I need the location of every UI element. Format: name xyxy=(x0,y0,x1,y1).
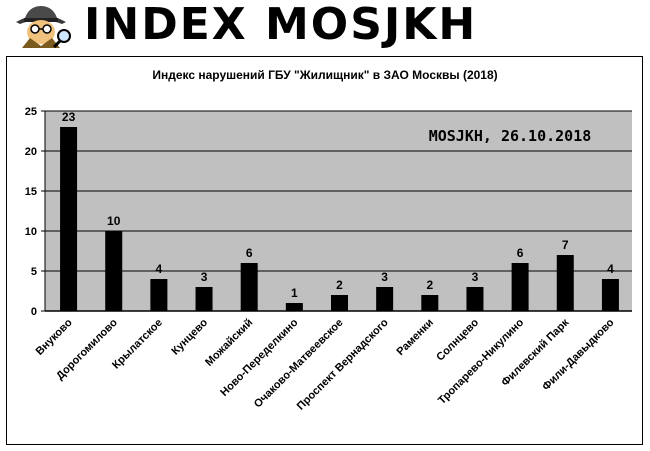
y-tick-label: 15 xyxy=(25,186,37,198)
chart-watermark: MOSJKH, 26.10.2018 xyxy=(429,127,592,145)
data-label: 3 xyxy=(201,270,208,284)
data-label: 1 xyxy=(291,286,298,300)
bar xyxy=(466,287,484,311)
data-label: 2 xyxy=(426,278,433,292)
bar xyxy=(376,287,394,311)
x-tick-label: Тропарево-Никулино xyxy=(436,316,526,406)
bar xyxy=(150,279,168,311)
x-tick-label: Кунцево xyxy=(169,316,210,357)
data-label: 6 xyxy=(246,246,253,260)
data-label: 10 xyxy=(107,214,121,228)
bar xyxy=(331,295,348,311)
data-label: 4 xyxy=(156,262,163,276)
bar xyxy=(240,263,258,311)
data-label: 4 xyxy=(607,262,614,276)
brand-title: INDEX MOSJKH xyxy=(84,0,478,50)
y-tick-label: 0 xyxy=(31,306,37,318)
x-tick-label: Раменки xyxy=(395,317,436,358)
x-tick-label: Очаково-Матвеевское xyxy=(252,317,346,411)
y-tick-label: 10 xyxy=(25,226,37,238)
bar xyxy=(105,231,123,311)
y-tick-label: 5 xyxy=(31,266,37,278)
bar xyxy=(285,303,303,311)
data-label: 3 xyxy=(472,270,479,284)
x-tick-label: Проспект Вернадского xyxy=(295,316,391,412)
chart-title: Индекс нарушений ГБУ "Жилищник" в ЗАО Мо… xyxy=(152,68,498,82)
bar xyxy=(195,287,213,311)
x-tick-label: Внуково xyxy=(34,316,75,357)
plot-area xyxy=(45,111,632,311)
data-label: 6 xyxy=(517,246,524,260)
y-tick-label: 25 xyxy=(25,106,37,118)
data-label: 7 xyxy=(562,238,569,252)
bar xyxy=(421,295,439,311)
bar xyxy=(601,279,619,311)
bar xyxy=(556,255,574,311)
header: INDEX MOSJKH xyxy=(0,0,650,50)
y-tick-label: 20 xyxy=(25,146,37,158)
bar xyxy=(60,127,78,311)
x-tick-label: Солнцево xyxy=(434,316,481,363)
data-label: 23 xyxy=(62,110,76,124)
data-label: 3 xyxy=(381,270,388,284)
spy-detective-icon xyxy=(16,6,71,48)
x-tick-label: Ново-Переделкино xyxy=(218,316,300,398)
data-label: 2 xyxy=(336,278,343,292)
bar xyxy=(511,263,529,311)
